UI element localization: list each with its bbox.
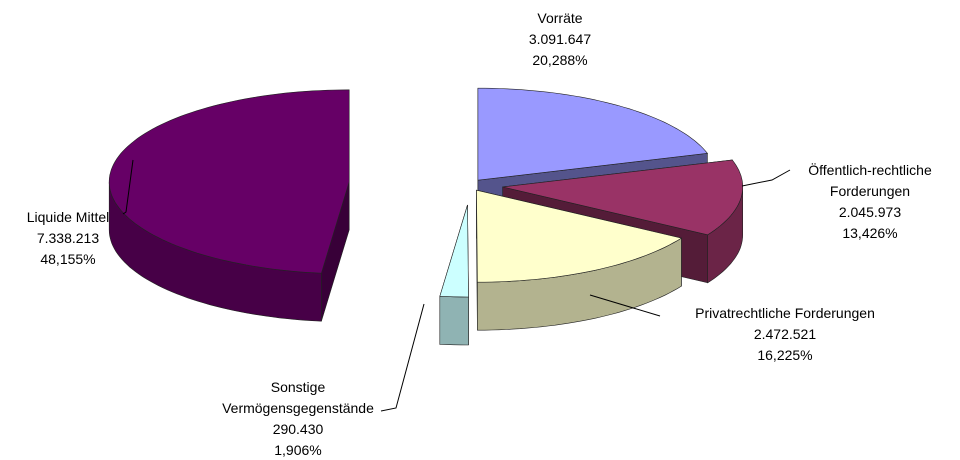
slice: [108, 89, 350, 322]
slice: [439, 204, 469, 346]
percentage-label: 1,906%: [274, 442, 322, 458]
percentage-label: 13,426%: [842, 225, 898, 241]
slices: [108, 87, 743, 346]
slice-top: [439, 204, 469, 298]
slice-top: [108, 89, 350, 274]
slice-top: [476, 189, 683, 283]
slice-label: Vorräte 3.091.647 20,288%: [490, 8, 630, 71]
value-label: 2.045.973: [838, 204, 902, 220]
category-label: Vorräte: [537, 10, 583, 26]
leader-line: [741, 169, 791, 187]
category-label: Öffentlich-rechtliche Forderungen: [808, 162, 932, 199]
slice-top: [477, 87, 708, 181]
category-label: Sonstige Vermögensgegenstände: [222, 379, 374, 416]
percentage-label: 16,225%: [757, 347, 813, 363]
slice-label: Privatrechtliche Forderungen 2.472.521 16,…: [655, 303, 915, 366]
slice: [476, 189, 683, 331]
slice-top: [502, 159, 743, 236]
value-label: 2.472.521: [753, 326, 817, 342]
value-label: 7.338.213: [36, 230, 100, 246]
slice-label: Sonstige Vermögensgegenstände 290.430 1,90…: [218, 377, 378, 460]
percentage-label: 48,155%: [40, 251, 96, 267]
leader-line: [122, 159, 134, 215]
value-label: 290.430: [272, 421, 324, 437]
slice-label: Liquide Mittel 7.338.213 48,155%: [3, 207, 133, 270]
slice-label: Öffentlich-rechtliche Forderungen 2.045.9…: [785, 160, 955, 244]
leader-line: [380, 303, 425, 412]
slice-wall: [439, 296, 469, 346]
percentage-label: 20,288%: [532, 52, 588, 68]
category-label: Liquide Mittel: [26, 209, 110, 225]
value-label: 3.091.647: [528, 31, 592, 47]
category-label: Privatrechtliche Forderungen: [695, 305, 875, 321]
leader-line: [589, 294, 661, 317]
